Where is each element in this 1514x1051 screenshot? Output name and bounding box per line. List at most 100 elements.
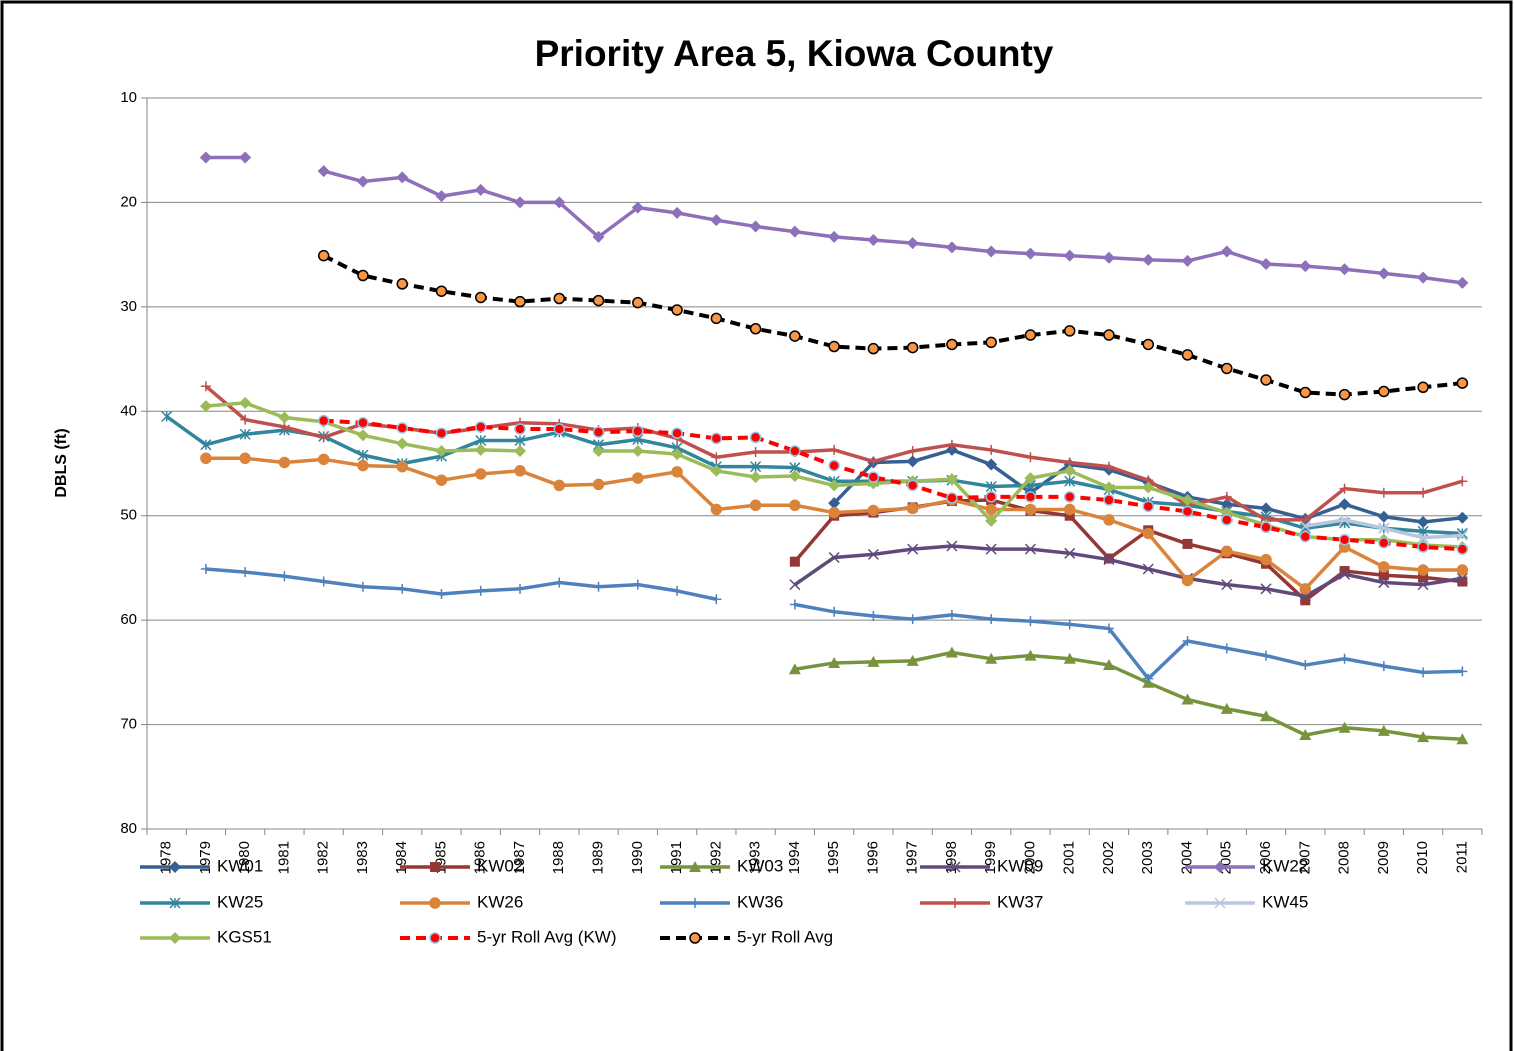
y-tick-label: 60 [120, 611, 137, 628]
legend-label: 5-yr Roll Avg (KW) [477, 927, 617, 946]
x-tick-label: 2010 [1414, 841, 1431, 874]
marker [239, 452, 251, 465]
x-tick-label: 1988 [550, 841, 567, 874]
marker [829, 444, 840, 455]
series [788, 646, 1469, 745]
marker [1103, 461, 1114, 472]
marker [1221, 491, 1232, 502]
marker [474, 443, 487, 456]
marker [1417, 381, 1429, 394]
marker [788, 225, 801, 238]
series [199, 151, 1469, 289]
marker [1103, 329, 1115, 341]
x-tick-label: 1987 [511, 841, 528, 874]
legend-item: KW26 [400, 892, 523, 911]
marker [1221, 514, 1233, 526]
marker [396, 460, 408, 473]
marker [906, 237, 919, 250]
x-tick-label: 2011 [1453, 841, 1470, 873]
legend-label: KW02 [477, 856, 523, 875]
marker [1457, 666, 1468, 677]
marker [985, 458, 998, 471]
marker [867, 471, 880, 483]
marker [1220, 702, 1233, 714]
marker [514, 465, 526, 477]
x-tick-label: 1979 [197, 841, 214, 874]
x-tick-label: 1992 [707, 841, 724, 874]
marker [239, 396, 252, 409]
x-tick-label: 1980 [236, 841, 253, 874]
marker [950, 898, 960, 908]
marker [710, 464, 723, 477]
marker [1456, 276, 1469, 289]
x-tick-label: 1986 [472, 841, 489, 874]
marker [1142, 500, 1154, 513]
marker [907, 445, 918, 456]
marker [1456, 511, 1469, 524]
marker [671, 466, 683, 478]
marker [828, 656, 841, 668]
series [317, 249, 1469, 401]
marker [514, 434, 526, 447]
marker [239, 428, 251, 440]
marker [985, 514, 998, 527]
marker [632, 579, 643, 590]
marker [435, 285, 448, 297]
legend-label: KW03 [737, 856, 783, 875]
marker [906, 341, 919, 354]
marker [357, 581, 368, 592]
x-tick-label: 1982 [315, 841, 332, 874]
marker [1456, 564, 1469, 576]
marker [1063, 464, 1076, 477]
x-tick-label: 1997 [904, 841, 921, 874]
marker [1377, 267, 1390, 280]
marker [1063, 652, 1076, 664]
marker [592, 444, 605, 457]
marker [475, 468, 487, 480]
marker [1338, 533, 1351, 546]
marker [749, 220, 762, 233]
x-tick-label: 2009 [1375, 841, 1392, 874]
marker [985, 336, 997, 349]
marker [1338, 498, 1351, 511]
marker [1024, 472, 1037, 485]
marker [1260, 710, 1273, 722]
marker [1142, 563, 1154, 575]
marker [1024, 329, 1037, 341]
x-tick-label: 2001 [1061, 841, 1078, 874]
marker [430, 862, 440, 872]
marker [1417, 515, 1430, 528]
marker [1378, 561, 1390, 573]
marker [1024, 491, 1037, 503]
marker [396, 437, 409, 450]
marker [435, 474, 448, 486]
legend-label: KW37 [997, 892, 1043, 911]
marker [907, 614, 918, 625]
series [1299, 514, 1468, 544]
marker [199, 151, 212, 164]
marker [1142, 253, 1155, 266]
marker [1064, 475, 1076, 487]
marker [357, 449, 369, 461]
marker [592, 426, 605, 438]
marker [828, 497, 841, 510]
legend-label: KW09 [997, 856, 1043, 875]
marker [554, 577, 565, 588]
marker [515, 583, 526, 594]
marker [1299, 729, 1312, 741]
marker [1418, 572, 1429, 583]
marker [945, 473, 958, 486]
marker [475, 421, 487, 433]
marker [429, 932, 441, 944]
marker [396, 422, 408, 434]
marker [1417, 271, 1430, 284]
x-tick-label: 2003 [1139, 841, 1156, 874]
y-tick-label: 50 [120, 507, 137, 524]
legend-label: KW22 [1262, 856, 1308, 875]
x-tick-label: 1996 [864, 841, 881, 874]
series-line [205, 155, 1463, 285]
y-tick-label: 40 [120, 402, 137, 419]
marker [317, 414, 330, 427]
x-tick-label: 2004 [1178, 841, 1195, 874]
marker [435, 427, 448, 439]
